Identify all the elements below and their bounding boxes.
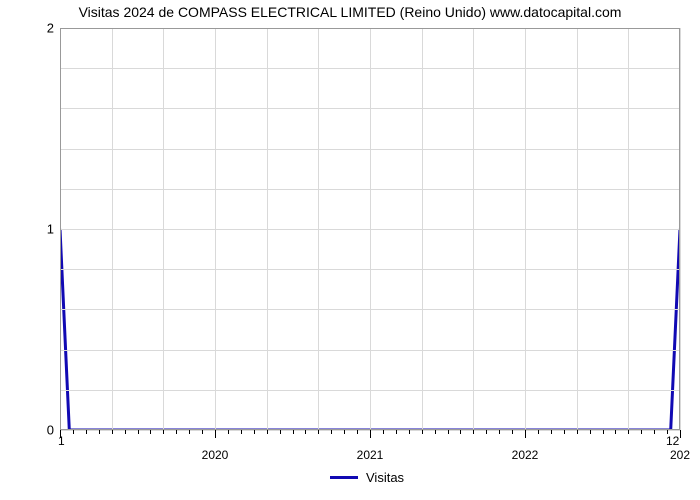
x-minor-tick [615, 430, 616, 434]
x-end-label: 12 [666, 434, 679, 448]
x-minor-tick [486, 430, 487, 434]
x-minor-tick [202, 430, 203, 434]
gridline-v [473, 28, 474, 430]
x-minor-tick [473, 430, 474, 434]
gridline-v [577, 28, 578, 430]
x-minor-tick [525, 430, 526, 438]
x-minor-tick [99, 430, 100, 434]
x-start-label: 1 [58, 434, 65, 448]
x-minor-tick [448, 430, 449, 434]
chart-title: Visitas 2024 de COMPASS ELECTRICAL LIMIT… [0, 4, 700, 20]
x-minor-tick [163, 430, 164, 434]
plot-area [60, 28, 680, 430]
x-minor-tick [228, 430, 229, 434]
x-minor-tick [603, 430, 604, 434]
x-minor-tick [422, 430, 423, 434]
x-minor-tick [383, 430, 384, 434]
x-minor-tick [641, 430, 642, 434]
gridline-v [163, 28, 164, 430]
gridline-v [267, 28, 268, 430]
x-minor-tick [331, 430, 332, 434]
x-minor-tick [396, 430, 397, 434]
x-minor-tick [499, 430, 500, 434]
gridline-v [215, 28, 216, 430]
x-minor-tick [512, 430, 513, 434]
x-minor-tick [150, 430, 151, 434]
gridline-v [680, 28, 681, 430]
x-year-label: 2020 [202, 448, 229, 462]
x-minor-tick [370, 430, 371, 438]
gridline-v [422, 28, 423, 430]
x-minor-tick [680, 430, 681, 438]
y-tick-label: 0 [40, 423, 54, 438]
x-minor-tick [305, 430, 306, 434]
x-minor-tick [267, 430, 268, 434]
y-tick-label: 2 [40, 21, 54, 36]
legend: Visitas [330, 470, 404, 485]
legend-label: Visitas [366, 470, 404, 485]
x-minor-tick [667, 430, 668, 434]
gridline-v [112, 28, 113, 430]
x-minor-tick [538, 430, 539, 434]
x-year-label: 2021 [357, 448, 384, 462]
x-minor-tick [577, 430, 578, 434]
x-minor-tick [189, 430, 190, 434]
x-minor-tick [254, 430, 255, 434]
x-year-label: 2022 [512, 448, 539, 462]
plot-border [60, 28, 680, 29]
x-year-label: 202 [670, 448, 690, 462]
gridline-v [628, 28, 629, 430]
x-minor-tick [86, 430, 87, 434]
x-minor-tick [590, 430, 591, 434]
x-minor-tick [280, 430, 281, 434]
x-minor-tick [435, 430, 436, 434]
x-minor-tick [344, 430, 345, 434]
x-minor-tick [628, 430, 629, 434]
x-minor-tick [112, 430, 113, 434]
x-minor-tick [215, 430, 216, 438]
gridline-v [525, 28, 526, 430]
gridline-v [370, 28, 371, 430]
x-minor-tick [460, 430, 461, 434]
x-minor-tick [176, 430, 177, 434]
x-minor-tick [241, 430, 242, 434]
x-minor-tick [654, 430, 655, 434]
x-minor-tick [357, 430, 358, 434]
chart-container: Visitas 2024 de COMPASS ELECTRICAL LIMIT… [0, 0, 700, 500]
gridline-v [318, 28, 319, 430]
plot-border [679, 28, 680, 430]
x-minor-tick [318, 430, 319, 434]
x-minor-tick [564, 430, 565, 434]
x-minor-tick [60, 430, 61, 438]
x-minor-tick [125, 430, 126, 434]
x-minor-tick [293, 430, 294, 434]
legend-swatch [330, 476, 358, 479]
y-tick-label: 1 [40, 222, 54, 237]
plot-border [60, 28, 61, 430]
x-minor-tick [551, 430, 552, 434]
x-minor-tick [138, 430, 139, 434]
x-minor-tick [73, 430, 74, 434]
x-minor-tick [409, 430, 410, 434]
